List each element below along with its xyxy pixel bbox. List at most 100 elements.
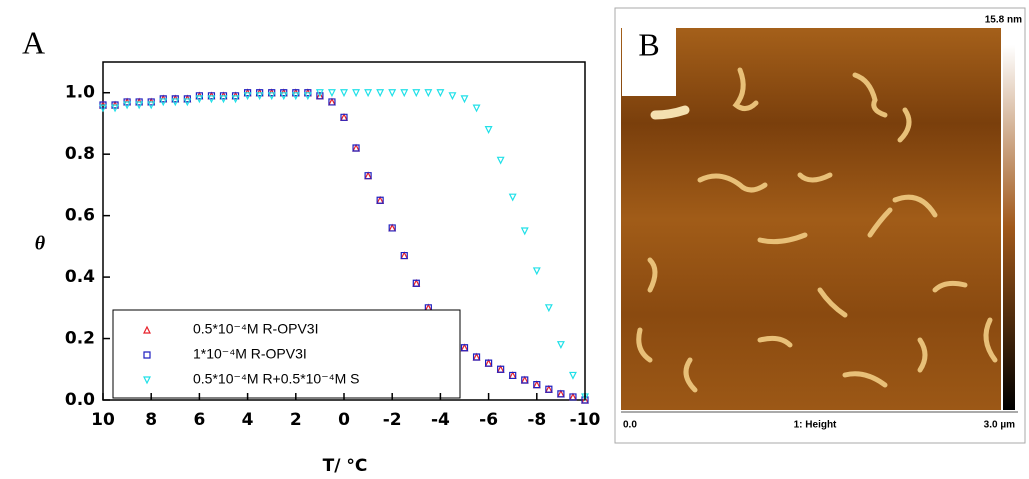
x-tick-label: -8 [527, 410, 546, 430]
marker [436, 89, 445, 98]
x-tick-label: 4 [242, 410, 254, 430]
legend-box [112, 309, 461, 399]
marker [327, 97, 336, 106]
marker [255, 92, 264, 101]
marker [364, 171, 373, 180]
x-start: 0.0 [623, 420, 637, 431]
legend-marker [143, 376, 151, 385]
legend-label: 1*10⁻⁴M R-OPV3I [193, 346, 307, 362]
marker [279, 92, 288, 101]
marker [340, 89, 348, 98]
marker [485, 359, 493, 367]
x-tick-label: -2 [383, 410, 402, 430]
panel-label: B [638, 26, 659, 62]
marker [556, 389, 565, 398]
marker [532, 380, 541, 389]
marker [123, 101, 132, 110]
marker [448, 92, 457, 101]
marker [472, 353, 481, 361]
legend-marker [143, 351, 151, 359]
marker [303, 92, 312, 101]
marker [508, 193, 517, 202]
colorbar [1003, 45, 1015, 410]
y-tick-label: 1.0 [65, 83, 95, 103]
marker [412, 279, 420, 287]
x-tick-label: -6 [479, 410, 498, 430]
afm-fibers [636, 67, 998, 393]
marker [484, 358, 493, 367]
x-tick-label: 2 [290, 410, 302, 430]
marker [472, 104, 481, 113]
marker [520, 375, 529, 384]
y-tick-label: 0.2 [65, 329, 95, 349]
y-tick-label: 0.6 [65, 206, 95, 226]
marker [243, 92, 252, 101]
legend-marker [143, 325, 151, 334]
marker [291, 92, 300, 101]
x-end: 3.0 µm [984, 420, 1015, 431]
marker [544, 304, 553, 313]
marker [508, 371, 517, 380]
marker [352, 144, 360, 152]
marker [496, 364, 505, 373]
marker [400, 251, 408, 260]
marker [460, 344, 469, 352]
marker [568, 371, 577, 380]
marker [231, 95, 240, 104]
marker [545, 385, 553, 393]
legend-label: 0.5*10⁻⁴M R-OPV3I [193, 321, 318, 337]
x-tick-label: -4 [431, 410, 450, 430]
x-axis-label: T/ °C [323, 456, 368, 476]
marker [328, 98, 336, 106]
marker [569, 393, 577, 401]
marker [219, 95, 228, 104]
scale-max: 15.8 nm [985, 15, 1022, 26]
marker [412, 89, 421, 98]
x-tick-label: 10 [91, 410, 115, 430]
marker [424, 89, 433, 98]
marker [159, 98, 168, 107]
panel-label: A [22, 24, 45, 60]
marker [496, 156, 505, 165]
marker [340, 113, 348, 121]
y-tick-label: 0.8 [65, 144, 95, 164]
marker [135, 101, 144, 110]
afm-image [621, 28, 1001, 410]
marker [412, 278, 421, 287]
marker [521, 376, 529, 384]
marker [388, 224, 396, 232]
marker [376, 195, 385, 204]
legend: 0.5*10⁻⁴M R-OPV3I 1*10⁻⁴M R-OPV3I 0.5*10⁻⁴… [143, 321, 360, 387]
legend-label: 0.5*10⁻⁴M R+0.5*10⁻⁴M S [193, 371, 360, 387]
channel: 1: Height [794, 420, 837, 431]
marker [340, 112, 348, 121]
marker [557, 390, 565, 398]
marker [533, 381, 541, 389]
marker [544, 384, 553, 393]
marker [364, 172, 372, 180]
marker [400, 89, 409, 98]
marker [352, 143, 361, 152]
plot-area [99, 88, 589, 404]
marker [352, 89, 361, 98]
marker [497, 365, 505, 373]
marker [364, 89, 373, 98]
marker [195, 95, 204, 104]
marker [520, 227, 529, 236]
y-axis-label: θ [35, 233, 46, 255]
afm-panel: B 15.8 nm 0.0 1: Height 3.0 µm [614, 7, 1026, 444]
marker [484, 126, 493, 134]
marker [532, 267, 541, 276]
marker [509, 371, 517, 380]
marker [183, 98, 192, 107]
y-tick-label: 0.4 [65, 267, 95, 287]
marker [207, 95, 216, 104]
x-tick-label: 0 [338, 410, 350, 430]
marker [99, 104, 107, 113]
marker [376, 89, 385, 98]
marker [568, 392, 577, 401]
marker [147, 101, 156, 110]
marker [556, 341, 565, 350]
